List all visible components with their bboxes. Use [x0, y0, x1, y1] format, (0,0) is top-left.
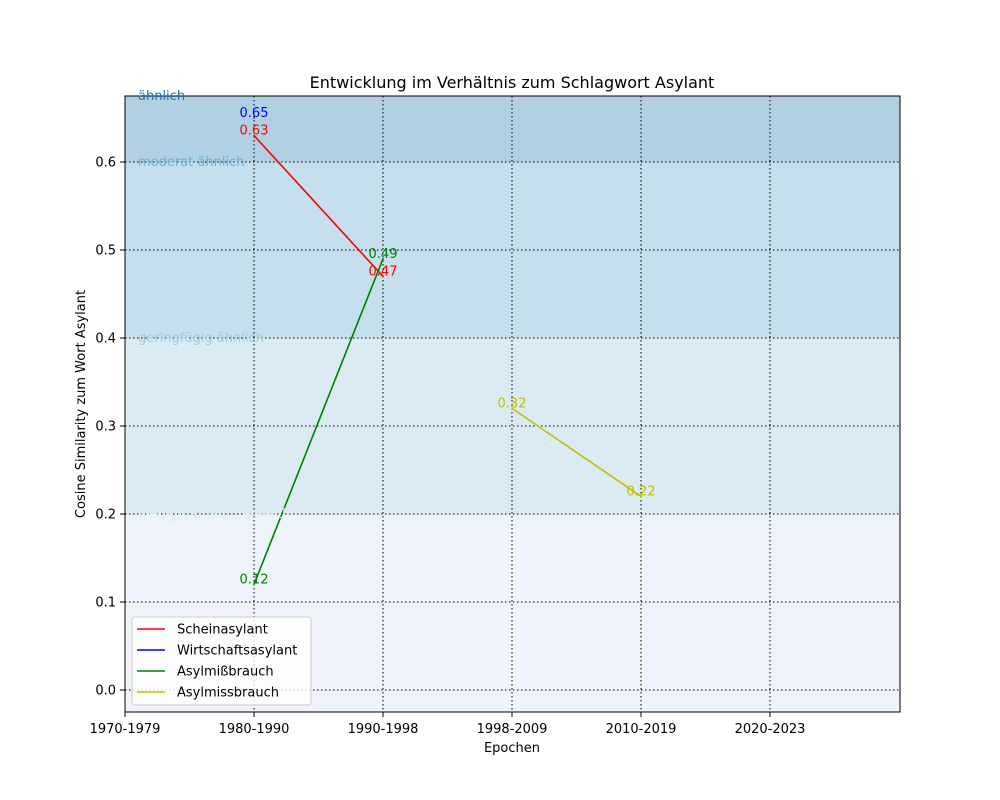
legend-box [131, 616, 312, 706]
band-label-wenig-gar-nicht-aehnlich: wenig/gar nicht ähnlich [138, 507, 290, 522]
x-tick-label: 1980-1990 [219, 722, 290, 737]
data-label: 0.32 [498, 396, 527, 411]
y-axis: 0.0 0.1 0.2 0.3 0.4 0.5 0.6 [95, 156, 125, 699]
y-axis-label: Cosine Similarity zum Wort Asylant [74, 290, 89, 518]
x-axis-label: Epochen [484, 741, 540, 756]
data-point [640, 495, 642, 498]
data-point [382, 275, 384, 278]
y-tick-label: 0.5 [95, 244, 116, 259]
y-tick-label: 0.3 [95, 420, 116, 435]
data-point [511, 407, 513, 410]
series-lines [253, 117, 642, 586]
x-tick-label: 1990-1998 [348, 722, 419, 737]
x-tick-label: 1970-1979 [90, 722, 161, 737]
legend-entry: Asylmißbrauch [177, 665, 274, 680]
data-point [382, 258, 384, 260]
legend-entry: Asylmissbrauch [177, 686, 279, 701]
chart-title: Entwicklung im Verhältnis zum Schlagwort… [310, 73, 715, 92]
x-tick-label: 2010-2019 [606, 722, 677, 737]
data-label: 0.49 [369, 247, 398, 262]
data-labels: 0.63 0.47 0.65 0.12 0.49 0.32 0.22 [240, 106, 656, 587]
data-label: 0.47 [369, 264, 398, 279]
x-axis: 1970-1979 1980-1990 1990-1998 1998-2009 2010… [90, 712, 806, 737]
legend-entry: Wirtschaftsasylant [177, 644, 297, 659]
band-label-aehnlich: ähnlich [138, 89, 185, 104]
data-label: 0.65 [240, 106, 269, 121]
x-tick-label: 2020-2023 [735, 722, 806, 737]
legend-entry: Scheinasylant [177, 623, 268, 638]
y-tick-label: 0.4 [95, 332, 116, 347]
data-label: 0.22 [627, 484, 656, 499]
series-line-asylmissbrauch [253, 258, 384, 585]
data-label: 0.63 [240, 124, 269, 139]
x-tick-label: 1998-2009 [477, 722, 548, 737]
y-tick-label: 0.2 [95, 508, 116, 523]
data-point [253, 583, 255, 586]
band-label-geringfuegig-aehnlich: geringfügig ähnlich [138, 331, 264, 346]
band-label-moderat-aehnlich: moderat ähnlich [138, 155, 244, 170]
y-tick-label: 0.1 [95, 596, 116, 611]
band-labels: ähnlich moderat ähnlich geringfügig ähnlic… [138, 89, 290, 522]
series-line-scheinasylant [253, 135, 384, 277]
series-line-asylmissbrauch [511, 407, 642, 498]
y-tick-label: 0.6 [95, 156, 116, 171]
legend: Scheinasylant Wirtschaftsasylant Asylmißbr… [131, 616, 312, 706]
data-point [253, 117, 255, 119]
data-label: 0.12 [240, 572, 269, 587]
y-tick-label: 0.0 [95, 684, 116, 699]
data-point [253, 134, 255, 137]
